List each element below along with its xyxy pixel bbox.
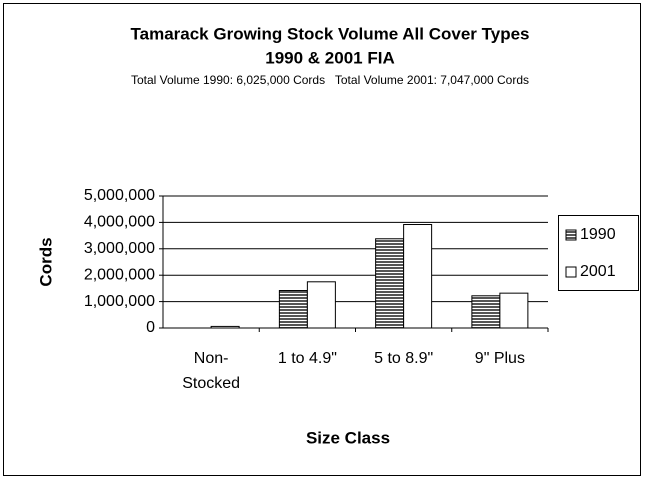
bar <box>278 290 308 329</box>
legend-swatch <box>565 229 577 241</box>
bar <box>403 224 433 329</box>
bar <box>210 325 240 329</box>
chart-subtitle: 1990 & 2001 FIA <box>265 48 394 67</box>
legend-label: 1990 <box>580 226 616 243</box>
y-tick-label: 4,000,000 <box>84 214 155 231</box>
legend-label: 2001 <box>580 263 616 280</box>
bar <box>471 295 501 329</box>
y-tick-label: 0 <box>146 319 155 336</box>
chart-border <box>3 3 641 476</box>
y-tick-label: 5,000,000 <box>84 187 155 204</box>
x-tick-label: 5 to 8.9" <box>374 350 433 367</box>
bar <box>306 281 336 329</box>
bar <box>499 292 529 329</box>
legend-box <box>558 215 639 291</box>
y-axis-label: Cords <box>36 237 55 286</box>
x-tick-label: 1 to 4.9" <box>278 350 337 367</box>
bar <box>375 238 405 329</box>
x-axis-label: Size Class <box>306 428 390 447</box>
y-tick-label: 3,000,000 <box>84 240 155 257</box>
x-tick-label: Non-Stocked <box>182 350 240 392</box>
x-tick-label: 9" Plus <box>475 350 525 367</box>
chart-title: Tamarack Growing Stock Volume All Cover … <box>131 24 530 43</box>
y-tick-label: 1,000,000 <box>84 293 155 310</box>
legend-swatch <box>565 266 577 278</box>
annotation: Total Volume 1990: 6,025,000 Cords Total… <box>131 73 529 87</box>
y-tick-label: 2,000,000 <box>84 266 155 283</box>
